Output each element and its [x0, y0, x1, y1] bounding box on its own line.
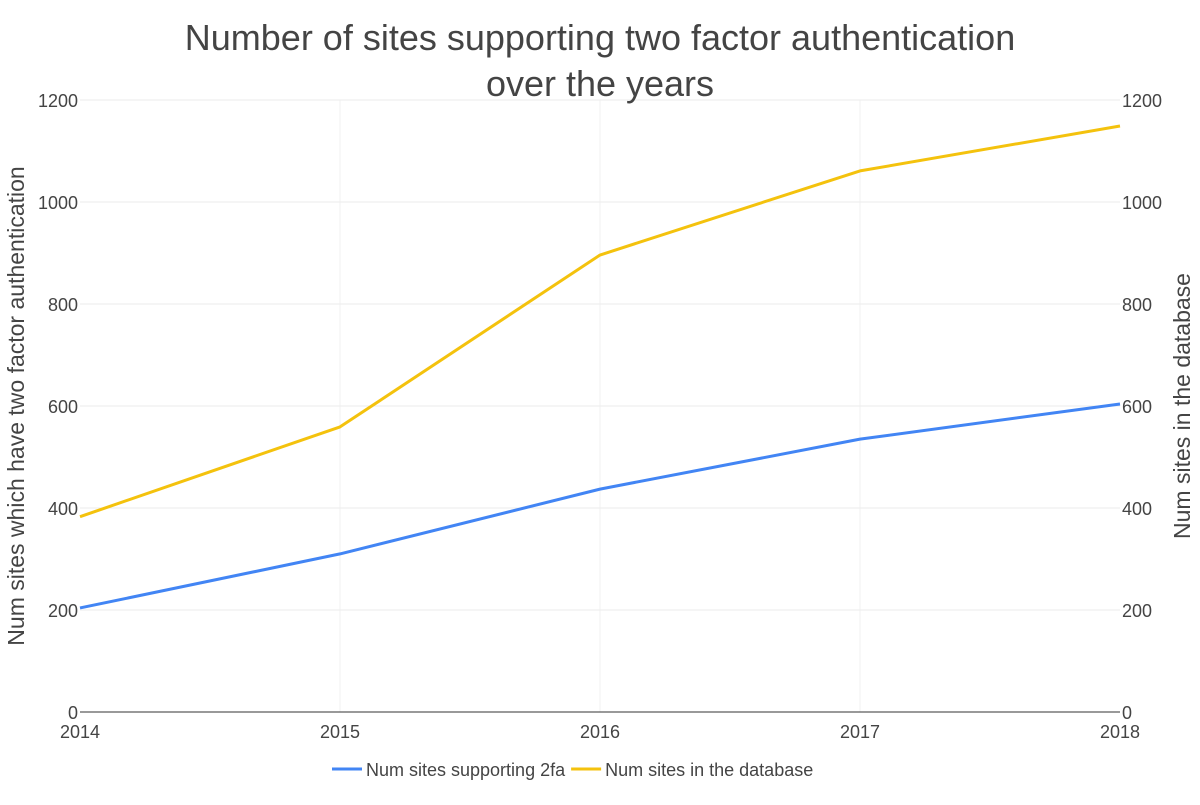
right-y-tick-label: 1200: [1122, 91, 1162, 111]
x-tick-label: 2017: [840, 722, 880, 742]
legend: Num sites supporting 2fa Num sites in the…: [332, 760, 813, 780]
chart-title-line2: over the years: [486, 63, 714, 104]
left-y-tick-label: 800: [48, 295, 78, 315]
right-y-tick-label: 600: [1122, 397, 1152, 417]
gridlines: [80, 99, 1120, 713]
series-line-0: [79, 402, 1121, 610]
left-y-axis-ticks: 0 200 400 600 800 1000 1200: [38, 91, 78, 723]
x-axis-ticks: 2014 2015 2016 2017 2018: [60, 722, 1140, 742]
legend-label-1: Num sites in the database: [605, 760, 813, 780]
left-y-tick-label: 0: [68, 703, 78, 723]
series-lines: [79, 124, 1121, 610]
right-y-axis-label: Num sites in the database: [1169, 273, 1195, 539]
left-y-tick-label: 600: [48, 397, 78, 417]
right-y-tick-label: 800: [1122, 295, 1152, 315]
legend-label-0: Num sites supporting 2fa: [366, 760, 566, 780]
left-y-tick-label: 400: [48, 499, 78, 519]
x-tick-label: 2016: [580, 722, 620, 742]
left-y-tick-label: 1200: [38, 91, 78, 111]
series-line-1: [79, 124, 1121, 519]
right-y-tick-label: 400: [1122, 499, 1152, 519]
right-y-axis-ticks: 0 200 400 600 800 1000 1200: [1122, 91, 1162, 723]
left-y-tick-label: 200: [48, 601, 78, 621]
right-y-tick-label: 200: [1122, 601, 1152, 621]
left-y-axis-label: Num sites which have two factor authenti…: [3, 166, 29, 645]
x-tick-label: 2014: [60, 722, 100, 742]
x-tick-label: 2018: [1100, 722, 1140, 742]
x-tick-label: 2015: [320, 722, 360, 742]
right-y-tick-label: 0: [1122, 703, 1132, 723]
chart-title-line1: Number of sites supporting two factor au…: [185, 17, 1015, 58]
left-y-tick-label: 1000: [38, 193, 78, 213]
right-y-tick-label: 1000: [1122, 193, 1162, 213]
